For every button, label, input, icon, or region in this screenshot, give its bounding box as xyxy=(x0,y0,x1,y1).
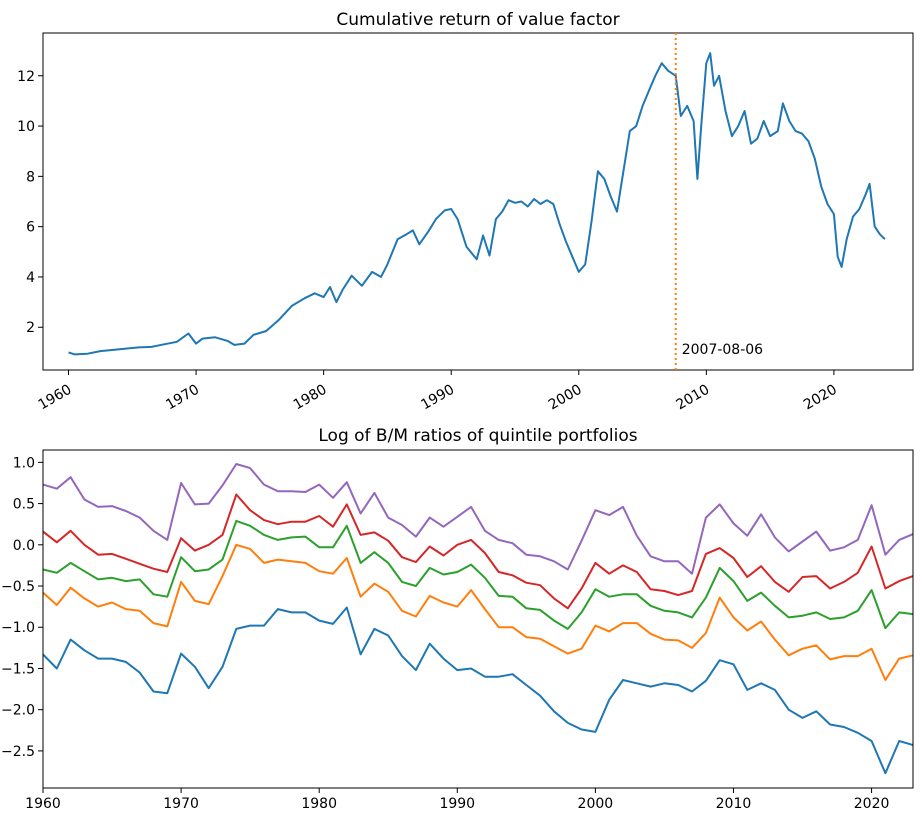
x-tick-label: 2010 xyxy=(716,796,752,812)
bottom-plot-frame xyxy=(42,449,914,789)
x-tick-label: 2010 xyxy=(673,382,712,414)
x-tick-label: 1980 xyxy=(291,382,330,414)
x-tick-label: 2020 xyxy=(854,796,890,812)
x-tick-label: 1990 xyxy=(418,382,457,414)
top-x-axis: 1960 1970 1980 1990 2000 2010 2020 xyxy=(36,370,840,413)
y-tick-label: 0.5 xyxy=(13,497,35,513)
y-tick-label: 10 xyxy=(17,119,35,135)
series-line-3 xyxy=(42,519,914,630)
series-line-5 xyxy=(42,463,914,575)
bottom-x-axis: 1960 1970 1980 1990 2000 2010 2020 xyxy=(25,788,889,812)
y-tick-label: 8 xyxy=(26,169,35,185)
y-tick-label: −1.5 xyxy=(1,661,35,677)
series-line-2 xyxy=(42,543,914,681)
x-tick-label: 1980 xyxy=(301,796,337,812)
x-tick-label: 2020 xyxy=(801,382,840,414)
y-tick-label: 0.0 xyxy=(13,538,35,554)
x-tick-label: 1970 xyxy=(163,796,199,812)
y-tick-label: −0.5 xyxy=(1,579,35,595)
y-tick-label: −1.0 xyxy=(1,620,35,636)
y-tick-label: 1.0 xyxy=(13,455,35,471)
top-vline-group: 2007-08-06 xyxy=(674,33,763,370)
top-y-axis: 2 4 6 8 10 12 xyxy=(17,69,43,336)
x-tick-label: 2000 xyxy=(578,796,614,812)
bottom-y-axis: 1.0 0.5 0.0 −0.5 −1.0 −1.5 −2.0 −2.5 xyxy=(1,455,43,760)
x-tick-label: 1990 xyxy=(439,796,475,812)
top-plot-area xyxy=(68,52,886,356)
bottom-chart: Log of B/M ratios of quintile portfolios… xyxy=(1,426,914,812)
x-tick-label: 1960 xyxy=(25,796,61,812)
y-tick-label: 6 xyxy=(26,220,35,236)
vertical-marker-label: 2007-08-06 xyxy=(682,342,763,358)
x-tick-label: 1960 xyxy=(36,382,75,414)
y-tick-label: 12 xyxy=(17,69,35,85)
top-plot-frame xyxy=(42,32,914,371)
bottom-plot-area xyxy=(42,463,914,775)
y-tick-label: 4 xyxy=(26,270,35,286)
y-tick-label: −2.5 xyxy=(1,744,35,760)
y-tick-label: 2 xyxy=(26,320,35,336)
series-line-1 xyxy=(68,52,886,356)
x-tick-label: 2000 xyxy=(546,382,585,414)
y-tick-label: −2.0 xyxy=(1,703,35,719)
bottom-chart-title: Log of B/M ratios of quintile portfolios xyxy=(318,426,637,446)
series-line-1 xyxy=(42,606,914,775)
series-line-4 xyxy=(42,493,914,610)
top-chart-title: Cumulative return of value factor xyxy=(336,10,619,30)
x-tick-label: 1970 xyxy=(163,382,202,414)
top-chart: Cumulative return of value factor 2 4 6 8 10… xyxy=(17,10,914,413)
